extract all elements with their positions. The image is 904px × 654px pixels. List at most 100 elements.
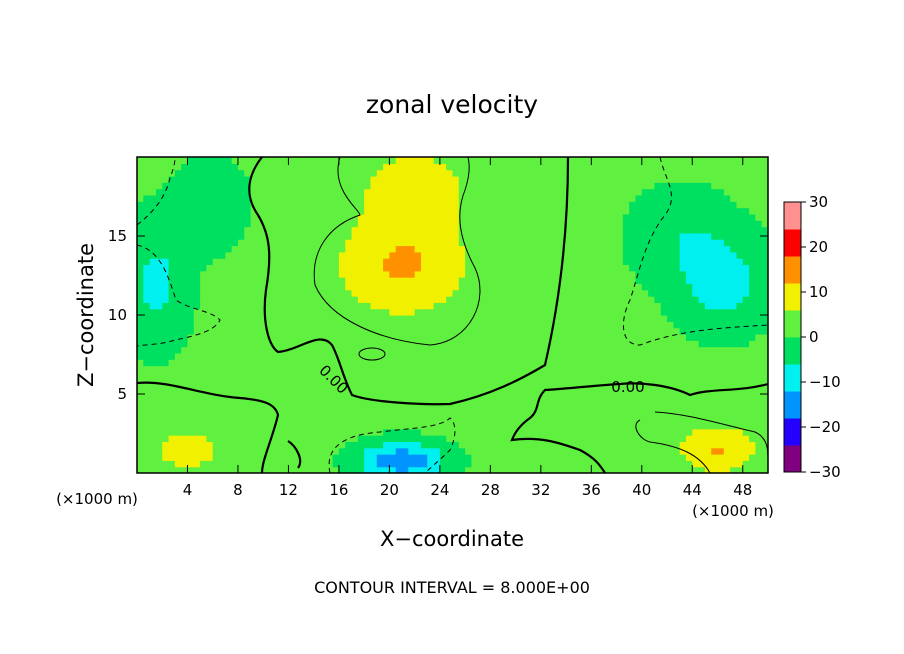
field-cell	[200, 169, 208, 177]
field-cell	[294, 454, 302, 461]
field-cell	[143, 220, 151, 228]
field-cell	[282, 409, 290, 417]
field-cell	[730, 239, 738, 247]
field-cell	[502, 175, 510, 183]
field-cell	[326, 163, 334, 171]
field-cell	[294, 289, 302, 297]
field-cell	[540, 321, 548, 329]
field-cell	[616, 378, 624, 386]
field-cell	[679, 270, 687, 278]
field-cell	[553, 169, 561, 177]
field-cell	[383, 283, 390, 291]
field-cell	[723, 435, 731, 442]
field-cell	[414, 403, 422, 411]
field-cell	[244, 220, 252, 228]
field-cell	[648, 422, 656, 430]
field-cell	[181, 270, 189, 278]
field-cell	[742, 447, 750, 455]
field-cell	[383, 340, 390, 348]
field-cell	[572, 251, 580, 259]
field-cell	[181, 277, 189, 284]
field-cell	[698, 163, 706, 171]
field-cell	[603, 289, 611, 297]
field-cell	[452, 308, 460, 316]
field-cell	[458, 308, 466, 316]
field-cell	[351, 397, 359, 405]
field-cell	[597, 296, 605, 303]
field-cell	[603, 315, 611, 322]
field-cell	[395, 321, 403, 329]
field-cell	[458, 220, 466, 228]
field-cell	[338, 289, 346, 297]
field-cell	[294, 182, 302, 190]
field-cell	[742, 308, 750, 316]
field-cell	[458, 365, 466, 373]
field-cell	[237, 213, 245, 221]
field-cell	[465, 384, 473, 392]
field-cell	[572, 321, 580, 329]
field-cell	[193, 365, 201, 373]
field-cell	[174, 441, 182, 449]
field-cell	[610, 289, 618, 297]
field-cell	[319, 428, 327, 436]
field-cell	[528, 428, 536, 436]
field-cell	[326, 422, 334, 430]
field-cell	[282, 289, 290, 297]
field-cell	[357, 409, 365, 417]
field-cell	[174, 277, 182, 284]
field-cell	[547, 296, 555, 303]
field-cell	[389, 378, 397, 386]
field-cell	[509, 371, 517, 379]
field-cell	[414, 447, 422, 455]
field-cell	[755, 378, 763, 386]
field-cell	[730, 422, 738, 430]
field-cell	[269, 220, 277, 228]
field-cell	[307, 194, 315, 202]
field-cell	[231, 232, 239, 240]
field-cell	[212, 245, 220, 253]
field-cell	[193, 232, 201, 240]
field-cell	[585, 277, 592, 284]
field-cell	[635, 175, 643, 183]
field-cell	[294, 403, 302, 411]
field-cell	[408, 403, 416, 411]
field-cell	[591, 188, 599, 196]
field-cell	[250, 315, 258, 322]
field-cell	[408, 352, 416, 360]
field-cell	[761, 416, 768, 424]
field-cell	[414, 466, 422, 473]
field-cell	[711, 359, 719, 367]
field-cell	[389, 264, 397, 272]
field-cell	[294, 466, 302, 473]
field-cell	[521, 397, 529, 405]
field-cell	[717, 403, 725, 411]
field-cell	[578, 201, 586, 209]
field-cell	[667, 251, 674, 259]
field-cell	[155, 283, 163, 291]
field-cell	[439, 371, 447, 379]
field-cell	[370, 302, 378, 310]
field-cell	[749, 270, 756, 278]
field-cell	[212, 239, 220, 247]
field-cell	[395, 409, 403, 417]
field-cell	[692, 188, 700, 196]
field-cell	[149, 194, 157, 202]
field-cell	[319, 390, 327, 398]
field-cell	[452, 346, 460, 354]
field-cell	[427, 435, 435, 442]
field-cell	[313, 201, 321, 209]
field-cell	[351, 188, 359, 196]
field-cell	[446, 182, 454, 190]
field-cell	[420, 352, 428, 360]
field-cell	[490, 264, 498, 272]
field-cell	[603, 365, 611, 373]
field-cell	[572, 359, 580, 367]
field-cell	[143, 283, 151, 291]
field-cell	[597, 258, 605, 266]
field-cell	[685, 175, 693, 183]
field-cell	[667, 157, 674, 164]
field-cell	[723, 163, 731, 171]
field-cell	[420, 428, 428, 436]
field-cell	[553, 239, 561, 247]
field-cell	[294, 283, 302, 291]
